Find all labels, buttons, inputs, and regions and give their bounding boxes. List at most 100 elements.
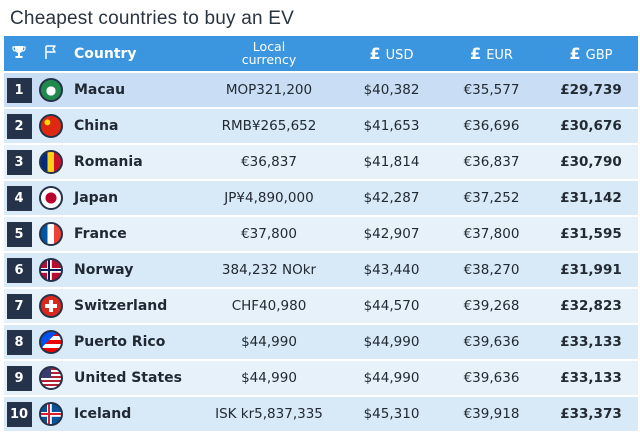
country-name: United States bbox=[68, 359, 194, 395]
usd-price: $42,907 bbox=[344, 215, 439, 251]
usd-price: $44,570 bbox=[344, 287, 439, 323]
local-price: €37,800 bbox=[194, 215, 344, 251]
rank-badge: 4 bbox=[6, 185, 32, 211]
local-currency-header: Local currency bbox=[194, 36, 344, 71]
ev-price-table: Country Local currency £ USD £ EUR £ GBP 1 M… bbox=[4, 36, 638, 431]
rank-badge: 5 bbox=[6, 221, 32, 247]
rank-cell: 7 bbox=[4, 287, 34, 323]
local-price: CHF40,980 bbox=[194, 287, 344, 323]
usd-price: $45,310 bbox=[344, 395, 439, 431]
eur-price: €37,800 bbox=[439, 215, 544, 251]
local-price: €36,837 bbox=[194, 143, 344, 179]
romania-flag-icon bbox=[39, 150, 63, 174]
rank-badge: 2 bbox=[6, 113, 32, 139]
puerto-rico-flag-icon bbox=[39, 330, 63, 354]
local-price: ISK kr5,837,335 bbox=[194, 395, 344, 431]
eur-price: €39,268 bbox=[439, 287, 544, 323]
table-row: 6 Norway 384,232 NOkr $43,440 €38,270 £31,991 bbox=[4, 251, 638, 287]
china-flag-icon bbox=[39, 114, 63, 138]
rank-cell: 8 bbox=[4, 323, 34, 359]
gbp-price: £30,676 bbox=[544, 107, 638, 143]
flag-icon bbox=[45, 44, 56, 59]
usd-price: $42,287 bbox=[344, 179, 439, 215]
eur-price: €39,636 bbox=[439, 359, 544, 395]
japan-flag-icon bbox=[39, 186, 63, 210]
flag-cell bbox=[34, 215, 68, 251]
local-price: RMB¥265,652 bbox=[194, 107, 344, 143]
country-name: France bbox=[68, 215, 194, 251]
rank-badge: 10 bbox=[6, 401, 32, 427]
rank-badge: 3 bbox=[6, 149, 32, 175]
macau-flag-icon bbox=[39, 78, 63, 102]
local-price: $44,990 bbox=[194, 359, 344, 395]
gbp-price: £31,991 bbox=[544, 251, 638, 287]
table-row: 3 Romania €36,837 $41,814 €36,837 £30,790 bbox=[4, 143, 638, 179]
rank-badge: 7 bbox=[6, 293, 32, 319]
trophy-icon bbox=[12, 45, 26, 58]
usd-price: $41,653 bbox=[344, 107, 439, 143]
eur-price: €39,918 bbox=[439, 395, 544, 431]
flag-cell bbox=[34, 143, 68, 179]
usd-price: $43,440 bbox=[344, 251, 439, 287]
table-row: 4 Japan JP¥4,890,000 $42,287 €37,252 £31,142 bbox=[4, 179, 638, 215]
usd-price: $44,990 bbox=[344, 323, 439, 359]
table-row: 7 Switzerland CHF40,980 $44,570 €39,268 £32,8… bbox=[4, 287, 638, 323]
eur-header: £ EUR bbox=[439, 36, 544, 71]
country-header: Country bbox=[68, 36, 194, 71]
local-price: $44,990 bbox=[194, 323, 344, 359]
united-states-flag-icon bbox=[39, 366, 63, 390]
country-name: Macau bbox=[68, 71, 194, 107]
country-name: Switzerland bbox=[68, 287, 194, 323]
gbp-price: £30,790 bbox=[544, 143, 638, 179]
flag-cell bbox=[34, 107, 68, 143]
country-name: Iceland bbox=[68, 395, 194, 431]
norway-flag-icon bbox=[39, 258, 63, 282]
rank-cell: 10 bbox=[4, 395, 34, 431]
switzerland-flag-icon bbox=[39, 294, 63, 318]
rank-badge: 9 bbox=[6, 365, 32, 391]
table-row: 9 United States $44,990 $44,990 €39,636 £33,1… bbox=[4, 359, 638, 395]
usd-price: $40,382 bbox=[344, 71, 439, 107]
eur-price: €36,837 bbox=[439, 143, 544, 179]
flag-header bbox=[34, 36, 68, 71]
chart-title: Cheapest countries to buy an EV bbox=[10, 8, 294, 29]
flag-cell bbox=[34, 359, 68, 395]
usd-header: £ USD bbox=[344, 36, 439, 71]
flag-cell bbox=[34, 323, 68, 359]
country-name: Japan bbox=[68, 179, 194, 215]
table-row: 8 Puerto Rico $44,990 $44,990 €39,636 £33,133 bbox=[4, 323, 638, 359]
france-flag-icon bbox=[39, 222, 63, 246]
rank-badge: 1 bbox=[6, 77, 32, 103]
table-row: 10 Iceland ISK kr5,837,335 $45,310 €39,918 £3… bbox=[4, 395, 638, 431]
local-price: MOP321,200 bbox=[194, 71, 344, 107]
local-price: 384,232 NOkr bbox=[194, 251, 344, 287]
eur-price: €39,636 bbox=[439, 323, 544, 359]
rank-cell: 1 bbox=[4, 71, 34, 107]
local-price: JP¥4,890,000 bbox=[194, 179, 344, 215]
gbp-price: £31,595 bbox=[544, 215, 638, 251]
eur-price: €38,270 bbox=[439, 251, 544, 287]
country-name: Romania bbox=[68, 143, 194, 179]
rank-badge: 8 bbox=[6, 329, 32, 355]
flag-cell bbox=[34, 71, 68, 107]
gbp-price: £33,133 bbox=[544, 323, 638, 359]
gbp-price: £33,133 bbox=[544, 359, 638, 395]
flag-cell bbox=[34, 179, 68, 215]
country-name: China bbox=[68, 107, 194, 143]
eur-price: €36,696 bbox=[439, 107, 544, 143]
rank-header bbox=[4, 36, 34, 71]
rank-cell: 5 bbox=[4, 215, 34, 251]
eur-price: €37,252 bbox=[439, 179, 544, 215]
usd-price: $41,814 bbox=[344, 143, 439, 179]
rank-cell: 4 bbox=[4, 179, 34, 215]
rank-cell: 9 bbox=[4, 359, 34, 395]
table-row: 2 China RMB¥265,652 $41,653 €36,696 £30,676 bbox=[4, 107, 638, 143]
table-row: 1 Macau MOP321,200 $40,382 €35,577 £29,739 bbox=[4, 71, 638, 107]
header-row: Country Local currency £ USD £ EUR £ GBP bbox=[4, 36, 638, 71]
country-name: Puerto Rico bbox=[68, 323, 194, 359]
rank-cell: 3 bbox=[4, 143, 34, 179]
flag-cell bbox=[34, 287, 68, 323]
rank-cell: 6 bbox=[4, 251, 34, 287]
gbp-price: £33,373 bbox=[544, 395, 638, 431]
eur-price: €35,577 bbox=[439, 71, 544, 107]
